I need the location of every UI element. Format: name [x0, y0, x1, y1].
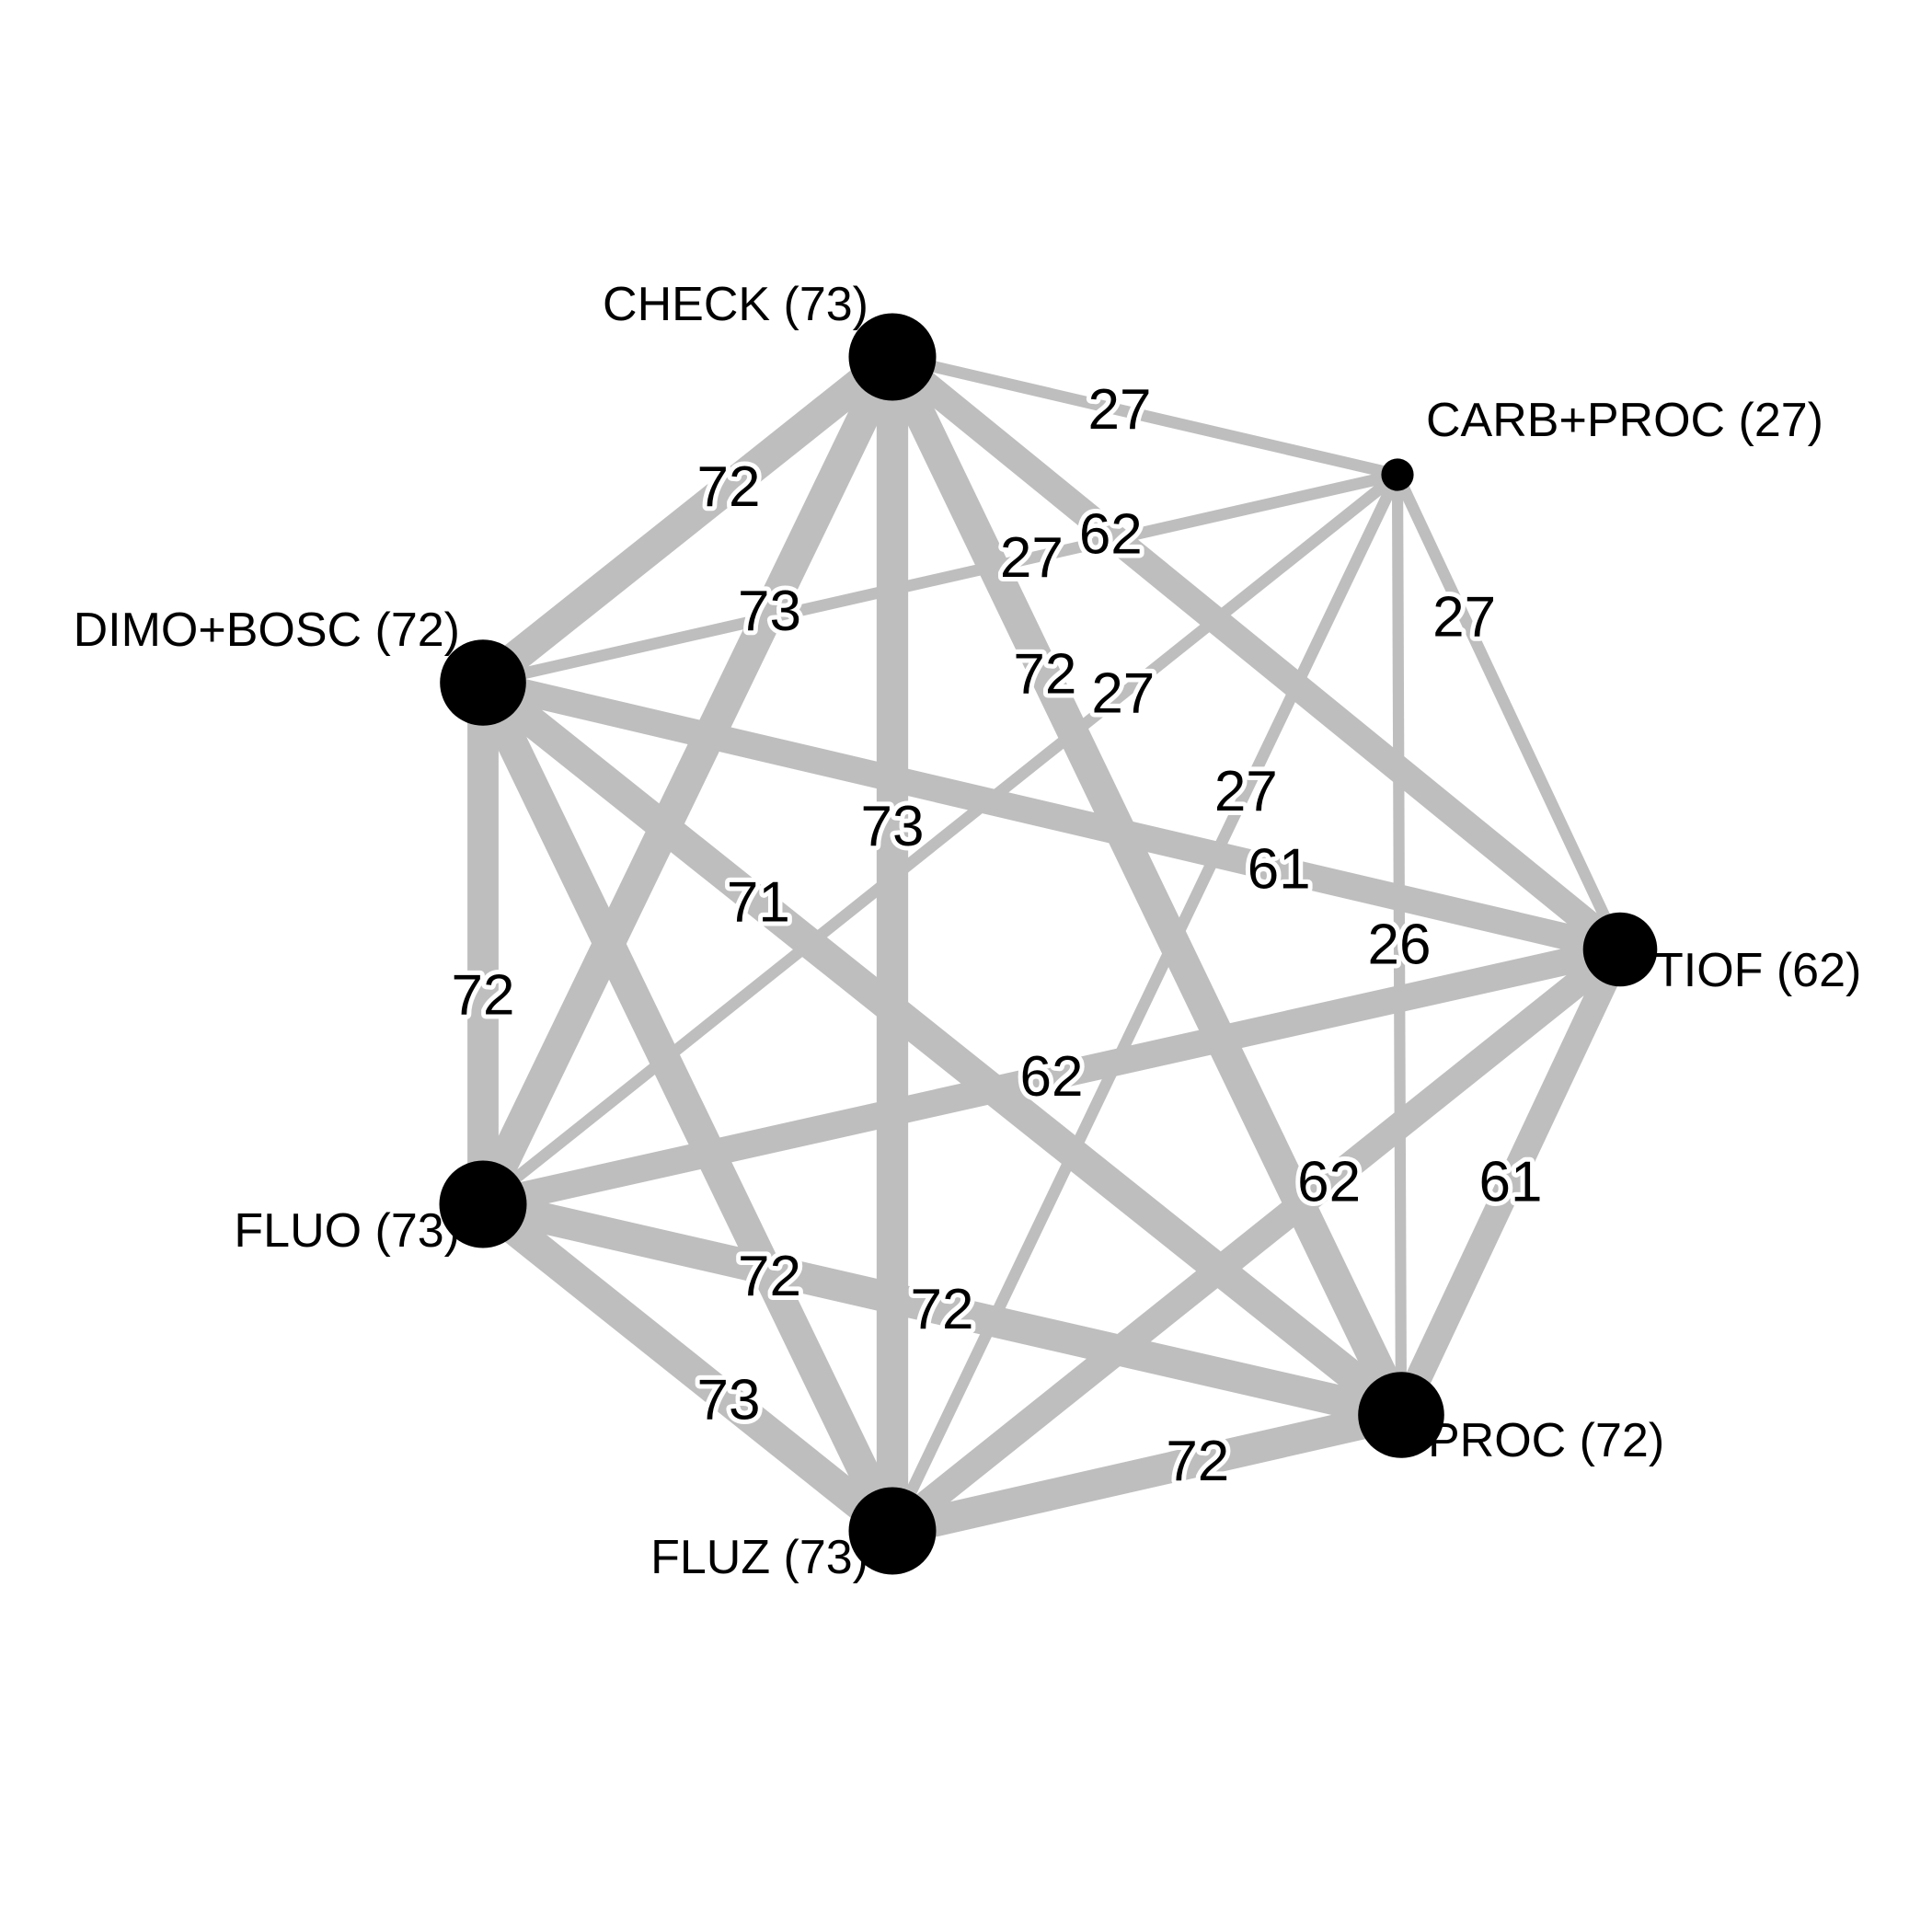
edge-label-check-proc: 72: [1013, 643, 1076, 707]
edge-check-dimo-bosc: [473, 344, 903, 696]
node-dimo-bosc: [440, 639, 526, 726]
node-label-fluz: FLUZ (73): [650, 1531, 868, 1584]
node-label-carb-proc: CARB+PROC (27): [1426, 394, 1823, 447]
edge-fluz-dimo-bosc: [468, 675, 907, 1538]
edge-carb-proc-fluo: [479, 470, 1401, 1209]
edge-check-carb-proc: [891, 351, 1399, 481]
node-label-tiof: TIOF (62): [1654, 944, 1861, 997]
edge-label-fluz-dimo-bosc: 72: [738, 1245, 801, 1308]
node-carb-proc: [1381, 458, 1414, 491]
node-proc: [1358, 1372, 1444, 1458]
edge-proc-dimo-bosc: [473, 670, 1411, 1428]
edge-label-proc-fluz: 72: [1166, 1430, 1229, 1493]
edge-label-proc-dimo-bosc: 71: [727, 870, 790, 934]
edge-carb-proc-dimo-bosc: [481, 468, 1399, 689]
edge-label-carb-proc-proc: 26: [1368, 914, 1432, 977]
node-label-dimo-bosc: DIMO+BOSC (72): [74, 604, 460, 657]
edge-label-carb-proc-fluz: 27: [1214, 760, 1278, 823]
edge-label-check-fluo: 73: [738, 580, 801, 643]
node-fluo: [439, 1160, 527, 1248]
edge-label-check-tiof: 62: [1079, 503, 1143, 567]
edge-label-check-fluz: 73: [861, 795, 925, 858]
edge-tiof-fluz: [883, 938, 1629, 1542]
edges-layer: [467, 344, 1632, 1547]
node-check: [848, 313, 937, 401]
edge-label-tiof-proc: 61: [1479, 1151, 1543, 1214]
node-tiof: [1582, 912, 1658, 987]
edge-tiof-dimo-bosc: [479, 670, 1624, 962]
edge-proc-fluo: [479, 1189, 1405, 1431]
edge-tiof-fluo: [479, 936, 1624, 1218]
node-label-check: CHECK (73): [603, 278, 868, 331]
edge-carb-proc-fluz: [887, 472, 1403, 1534]
edge-label-proc-fluo: 72: [911, 1278, 974, 1341]
edge-carb-proc-tiof: [1392, 472, 1626, 952]
edge-label-tiof-dimo-bosc: 61: [1248, 838, 1311, 902]
edge-label-tiof-fluz: 62: [1297, 1150, 1361, 1213]
nodes-layer: [439, 313, 1658, 1575]
node-label-proc: PROC (72): [1428, 1414, 1664, 1467]
edge-label-carb-proc-fluo: 27: [1091, 661, 1155, 725]
edge-label-carb-proc-tiof: 27: [1432, 585, 1496, 649]
edge-label-fluz-fluo: 73: [697, 1369, 761, 1432]
edge-label-check-dimo-bosc: 72: [697, 455, 761, 519]
node-labels-layer: CHECK (73) CARB+PROC (27) TIOF (62) PROC (7…: [74, 278, 1862, 1584]
edge-fluz-fluo: [473, 1191, 903, 1544]
edge-label-tiof-fluo: 62: [1020, 1045, 1084, 1109]
edge-proc-fluz: [889, 1399, 1405, 1547]
edge-label-fluo-dimo-bosc: 72: [452, 964, 515, 1028]
edge-tiof-proc: [1389, 943, 1632, 1421]
edge-labels-layer: 2762727373722726272727616262617272717372…: [447, 374, 1547, 1498]
edge-label-carb-proc-dimo-bosc: 27: [1000, 526, 1064, 590]
edge-check-fluo: [468, 350, 907, 1212]
edge-label-check-carb-proc: 27: [1088, 378, 1152, 442]
edge-check-proc: [878, 350, 1416, 1422]
edge-check-tiof: [883, 346, 1629, 960]
node-label-fluo: FLUO (73): [234, 1204, 460, 1258]
node-fluz: [848, 1487, 937, 1575]
edge-carb-proc-proc: [1391, 474, 1408, 1416]
